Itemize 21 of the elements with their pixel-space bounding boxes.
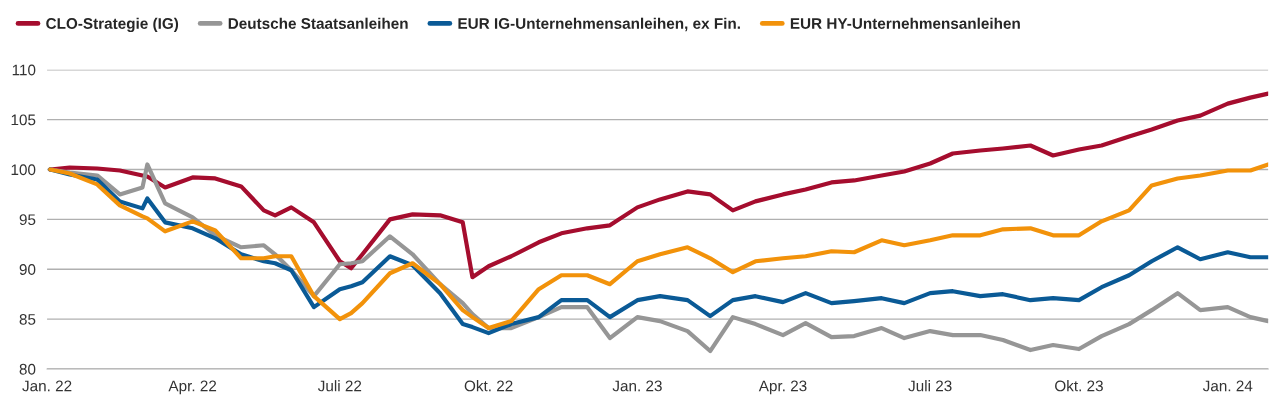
y-tick-label: 85 xyxy=(19,313,36,325)
y-tick-label: 105 xyxy=(11,114,36,126)
line-series xyxy=(48,91,1269,280)
legend-label: EUR HY-Unternehmensanleihen xyxy=(790,17,1020,29)
legend-label: EUR IG-Unternehmensanleihen, ex Fin. xyxy=(458,17,740,32)
y-tick-label: 95 xyxy=(19,214,36,226)
y-tick-label: 90 xyxy=(19,264,36,275)
x-tick-label: Jan. 22 xyxy=(22,380,72,392)
y-tick-label: 80 xyxy=(19,363,36,375)
x-tick-label: Jan. 24 xyxy=(1202,380,1253,392)
legend-label: CLO-Strategie (IG) xyxy=(46,17,179,33)
x-tick-label: Apr. 23 xyxy=(758,380,807,395)
x-tick-label: Okt. 23 xyxy=(1055,380,1103,392)
x-tick-label: Juli 23 xyxy=(908,380,952,392)
x-tick-label: Juli 22 xyxy=(317,380,362,392)
y-tick-label: 100 xyxy=(11,164,36,176)
x-tick-label: Okt. 22 xyxy=(464,380,513,392)
y-tick-label: 110 xyxy=(12,64,36,76)
legend-label: Deutsche Staatsanleihen xyxy=(228,17,408,29)
x-tick-label: Apr. 22 xyxy=(168,380,217,395)
x-tick-label: Jan. 23 xyxy=(612,380,662,392)
